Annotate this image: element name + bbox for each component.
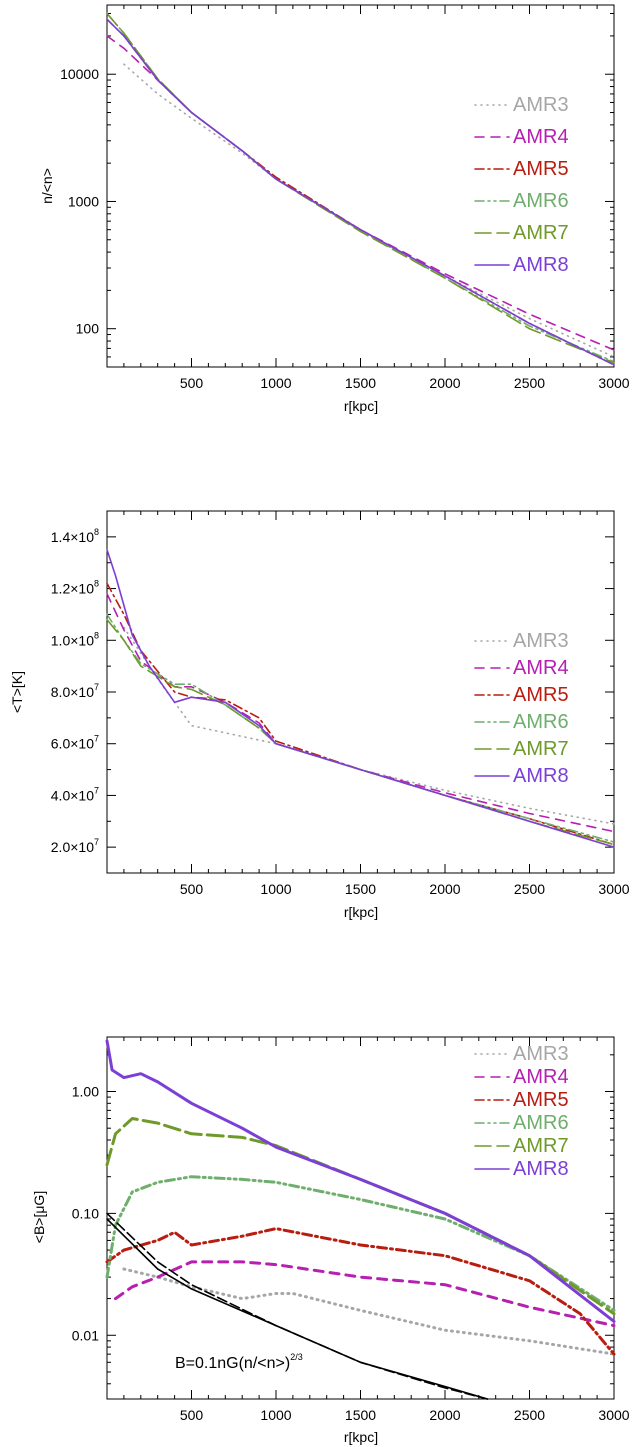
- x-tick-label: 2500: [514, 375, 545, 391]
- legend-label-amr3: AMR3: [513, 1043, 569, 1065]
- field-scaling-annotation-base: B=0.1nG(n/<n>): [175, 1355, 290, 1372]
- series-amr6: [106, 12, 615, 363]
- x-tick-label: 1500: [345, 881, 376, 897]
- legend-label-amr7: AMR7: [513, 222, 569, 244]
- magnetic-field-x-axis-label: r[kpc]: [344, 1429, 378, 1445]
- density-series: [106, 12, 615, 366]
- temperature-panel: 500 1000 1500 2000 2500 3000 2.0×107 4.0×107 6.…: [9, 510, 630, 920]
- y-tick-label: 0.01: [72, 1327, 99, 1343]
- y-tick-label: 1.0×108: [51, 630, 99, 648]
- x-tick-label: 500: [180, 1407, 204, 1423]
- temperature-y-ticks: 2.0×107 4.0×107 6.0×107 8.0×107 1.0×108 1.2×1…: [51, 510, 614, 874]
- x-tick-label: 1000: [260, 375, 291, 391]
- series-amr8: [106, 18, 615, 366]
- series-amr6: [106, 613, 615, 843]
- x-tick-label: 1000: [260, 1407, 291, 1423]
- reference-fit-line: [106, 1212, 489, 1400]
- y-tick-label: 4.0×107: [51, 785, 99, 803]
- x-tick-label: 3000: [598, 375, 629, 391]
- x-tick-label: 2000: [429, 1407, 460, 1423]
- y-tick-label: 2.0×107: [51, 837, 99, 855]
- temperature-x-ticks: 500 1000 1500 2000 2500 3000: [123, 511, 630, 897]
- density-panel: 500 1000 1500 2000 2500 3000 10000 1000 100 AMR…: [39, 4, 630, 414]
- field-scaling-annotation: B=0.1nG(n/<n>)2/3: [175, 1352, 303, 1372]
- series-amr7: [105, 1117, 616, 1316]
- magnetic-field-series: [105, 1039, 616, 1400]
- x-tick-label: 2500: [514, 881, 545, 897]
- y-tick-label: 100: [76, 321, 100, 337]
- legend-label-amr6: AMR6: [513, 1112, 569, 1134]
- magnetic-field-panel: 500 1000 1500 2000 2500 3000 1.00 0.10 0.01 AMR…: [31, 1036, 630, 1445]
- legend-label-amr3: AMR3: [513, 630, 569, 652]
- legend-label-amr8: AMR8: [513, 1158, 569, 1180]
- x-tick-label: 1000: [260, 881, 291, 897]
- series-amr5: [105, 1227, 616, 1356]
- x-tick-label: 3000: [598, 1407, 629, 1423]
- legend-label-amr4: AMR4: [513, 1066, 569, 1088]
- temperature-x-axis-label: r[kpc]: [344, 904, 378, 920]
- y-tick-label: 8.0×107: [51, 682, 99, 700]
- temperature-series: [106, 548, 615, 848]
- legend-label-amr8: AMR8: [513, 254, 569, 276]
- legend-label-amr4: AMR4: [513, 126, 569, 148]
- legend-label-amr6: AMR6: [513, 711, 569, 733]
- magnetic-field-x-ticks: 500 1000 1500 2000 2500 3000: [123, 1037, 630, 1423]
- series-amr4: [114, 1260, 616, 1328]
- density-y-ticks: 10000 1000 100: [60, 13, 614, 368]
- temperature-legend: AMR3 AMR4 AMR5 AMR6 AMR7 AMR8: [474, 630, 569, 787]
- y-tick-label: 6.0×107: [51, 734, 99, 752]
- field-scaling-annotation-exponent: 2/3: [290, 1352, 303, 1362]
- x-tick-label: 1500: [345, 1407, 376, 1423]
- temperature-y-axis-label: <T>[K]: [9, 671, 25, 713]
- density-x-axis-label: r[kpc]: [344, 398, 378, 414]
- x-tick-label: 2000: [429, 375, 460, 391]
- x-tick-label: 1500: [345, 375, 376, 391]
- legend-label-amr6: AMR6: [513, 190, 569, 212]
- y-tick-label: 1.00: [72, 1084, 99, 1100]
- series-amr4: [106, 592, 615, 833]
- x-tick-label: 3000: [598, 881, 629, 897]
- legend-label-amr7: AMR7: [513, 1135, 569, 1157]
- series-amr7: [106, 12, 615, 364]
- x-tick-label: 500: [180, 375, 204, 391]
- y-tick-label: 1.2×108: [51, 579, 99, 597]
- legend-label-amr5: AMR5: [513, 684, 569, 706]
- legend-label-amr4: AMR4: [513, 657, 569, 679]
- magnetic-field-y-ticks: 1.00 0.10 0.01: [72, 1054, 614, 1400]
- legend-label-amr8: AMR8: [513, 765, 569, 787]
- series-amr8: [105, 1039, 616, 1323]
- series-amr6: [105, 1175, 616, 1312]
- x-tick-label: 2500: [514, 1407, 545, 1423]
- magnetic-field-y-axis-label: <B>[μG]: [31, 1191, 47, 1243]
- legend-label-amr5: AMR5: [513, 1089, 569, 1111]
- legend-label-amr5: AMR5: [513, 158, 569, 180]
- x-tick-label: 500: [180, 881, 204, 897]
- series-amr8: [106, 548, 615, 848]
- y-tick-label: 10000: [60, 66, 99, 82]
- legend-label-amr3: AMR3: [513, 94, 569, 116]
- x-tick-label: 2000: [429, 881, 460, 897]
- y-tick-label: 0.10: [72, 1205, 99, 1221]
- density-plot-frame: [106, 4, 615, 368]
- y-tick-label: 1000: [68, 193, 99, 209]
- reference-fit-line: [106, 1218, 489, 1400]
- series-amr3: [122, 1267, 616, 1356]
- density-y-axis-label: n/<n>: [39, 168, 55, 204]
- legend-label-amr7: AMR7: [513, 738, 569, 760]
- density-legend: AMR3 AMR4 AMR5 AMR6 AMR7 AMR8: [474, 94, 569, 276]
- density-x-ticks: 500 1000 1500 2000 2500 3000: [123, 5, 630, 391]
- y-tick-label: 1.4×108: [51, 527, 99, 545]
